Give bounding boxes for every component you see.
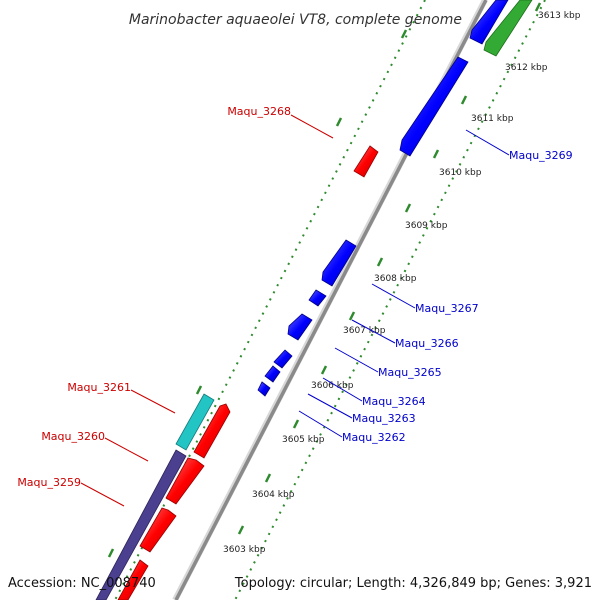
right-gene-labels: Maqu_3269 Maqu_3267 Maqu_3266 Maqu_3265 … xyxy=(342,149,573,444)
tick-3607: 3607 kbp xyxy=(343,311,386,336)
tick-3611: 3611 kbp xyxy=(460,95,514,124)
gene-maqu-3264[interactable] xyxy=(273,349,293,369)
tick-3613: 3613 kbp xyxy=(534,2,581,21)
gene-maqu-3259[interactable] xyxy=(139,507,177,553)
tick-label: 3603 kbp xyxy=(223,545,266,555)
tick-label: 3611 kbp xyxy=(471,114,514,124)
scale-ticks: 3603 kbp 3604 kbp 3605 kbp 3606 kbp 3607… xyxy=(223,2,581,555)
gene-label-maqu-3262[interactable]: Maqu_3262 xyxy=(342,431,406,444)
feature-green[interactable] xyxy=(483,0,533,57)
tick-label: 3605 kbp xyxy=(282,435,325,445)
tick-3609: 3609 kbp xyxy=(404,203,448,231)
tick-3605: 3605 kbp xyxy=(282,419,325,445)
gene-maqu-3269-upstream[interactable] xyxy=(469,0,509,45)
gene-label-maqu-3263[interactable]: Maqu_3263 xyxy=(352,412,416,425)
tick-3606: 3606 kbp xyxy=(311,365,354,391)
scale-rails xyxy=(114,0,546,600)
tick-label: 3606 kbp xyxy=(311,381,354,391)
tick-3610: 3610 kbp xyxy=(432,149,482,178)
gene-label-maqu-3266[interactable]: Maqu_3266 xyxy=(395,337,459,350)
feature-purple[interactable] xyxy=(95,449,187,600)
gene-label-maqu-3265[interactable]: Maqu_3265 xyxy=(378,366,442,379)
summary-text: Topology: circular; Length: 4,326,849 bp… xyxy=(234,576,592,591)
plus-strand-features xyxy=(95,145,379,600)
tick-3603: 3603 kbp xyxy=(223,525,266,555)
label-connectors xyxy=(80,114,510,507)
gene-maqu-3263[interactable] xyxy=(264,365,281,383)
gene-maqu-3268[interactable] xyxy=(353,145,379,178)
tick-label: 3610 kbp xyxy=(439,168,482,178)
gene-maqu-3266[interactable] xyxy=(308,289,327,307)
tick-3608: 3608 kbp xyxy=(374,257,417,284)
tick-label: 3608 kbp xyxy=(374,274,417,284)
gene-maqu-3265[interactable] xyxy=(287,313,313,341)
gene-maqu-3261[interactable] xyxy=(175,393,215,451)
tick-label: 3607 kbp xyxy=(343,326,386,336)
gene-label-maqu-3264[interactable]: Maqu_3264 xyxy=(362,395,426,408)
tick-label: 3604 kbp xyxy=(252,490,295,500)
gene-maqu-3261-red[interactable] xyxy=(193,403,231,459)
map-title: Marinobacter aquaeolei VT8, complete gen… xyxy=(129,12,462,28)
gene-maqu-3269[interactable] xyxy=(399,56,469,157)
gene-maqu-3267[interactable] xyxy=(321,239,357,287)
left-gene-labels: Maqu_3268 Maqu_3261 Maqu_3260 Maqu_3259 xyxy=(17,105,291,489)
gene-label-maqu-3259[interactable]: Maqu_3259 xyxy=(17,476,81,489)
tick-3604: 3604 kbp xyxy=(252,473,295,500)
gene-maqu-3260[interactable] xyxy=(165,457,205,505)
accession-text: Accession: NC_008740 xyxy=(8,576,156,591)
tick-label: 3612 kbp xyxy=(505,63,548,73)
minus-strand-features xyxy=(257,0,533,397)
tick-label: 3613 kbp xyxy=(538,11,581,21)
gene-label-maqu-3269[interactable]: Maqu_3269 xyxy=(509,149,573,162)
gene-label-maqu-3267[interactable]: Maqu_3267 xyxy=(415,302,479,315)
gene-maqu-3262[interactable] xyxy=(257,381,271,397)
gene-label-maqu-3261[interactable]: Maqu_3261 xyxy=(67,381,131,394)
gene-label-maqu-3260[interactable]: Maqu_3260 xyxy=(41,430,105,443)
gene-maqu-3258[interactable] xyxy=(117,559,149,600)
gene-label-maqu-3268[interactable]: Maqu_3268 xyxy=(227,105,291,118)
tick-label: 3609 kbp xyxy=(405,221,448,231)
inner-rail-ticks xyxy=(107,29,408,558)
